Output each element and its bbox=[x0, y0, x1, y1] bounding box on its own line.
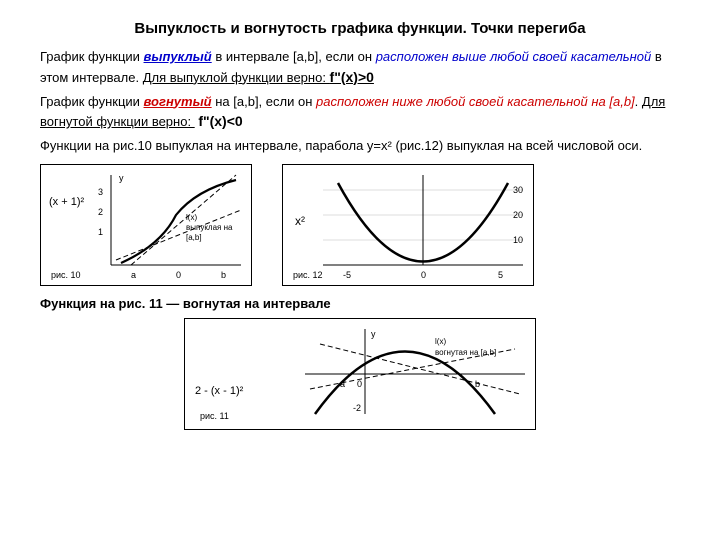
svg-text:1: 1 bbox=[98, 227, 103, 237]
paragraph-3: Функции на рис.10 выпуклая на интервале,… bbox=[40, 136, 680, 156]
p2-below: расположен ниже любой своей касательной … bbox=[316, 94, 609, 109]
svg-text:-5: -5 bbox=[343, 270, 351, 280]
paragraph-2: График функции вогнутый на [a,b], если о… bbox=[40, 92, 680, 133]
svg-text:0: 0 bbox=[421, 270, 426, 280]
svg-text:рис. 11: рис. 11 bbox=[200, 411, 229, 421]
chart-11-wrapper: y 0 -2 2 - (x - 1)² a b l(x) вогнутая на… bbox=[40, 318, 680, 433]
p2-end: . bbox=[635, 94, 642, 109]
chart-10: 3 2 1 y a 0 b (x + 1)² l(x) выпуклая на … bbox=[40, 164, 252, 286]
p1-rule: Для выпуклой функции верно: bbox=[143, 70, 330, 85]
svg-text:30: 30 bbox=[513, 185, 523, 195]
p2-prefix: График функции bbox=[40, 94, 144, 109]
svg-text:выпуклая на: выпуклая на bbox=[186, 223, 233, 232]
svg-text:y: y bbox=[371, 329, 376, 339]
p2-concave: вогнутый bbox=[144, 94, 212, 109]
p1-convex: выпуклый bbox=[144, 49, 212, 64]
paragraph-4: Функция на рис. 11 — вогнутая на интерва… bbox=[40, 294, 680, 314]
p1-prefix: График функции bbox=[40, 49, 144, 64]
p2-interval: [a,b] bbox=[609, 94, 634, 109]
chart-11: y 0 -2 2 - (x - 1)² a b l(x) вогнутая на… bbox=[184, 318, 536, 430]
svg-text:5: 5 bbox=[498, 270, 503, 280]
svg-text:l(x): l(x) bbox=[186, 213, 197, 222]
svg-text:-2: -2 bbox=[353, 403, 361, 413]
svg-text:x²: x² bbox=[295, 214, 305, 228]
page-title: Выпуклость и вогнутость графика функции.… bbox=[40, 20, 680, 37]
p2-formula: f"(x)<0 bbox=[198, 113, 242, 129]
svg-text:b: b bbox=[221, 270, 226, 280]
svg-text:(x + 1)²: (x + 1)² bbox=[49, 196, 84, 208]
svg-text:l(x): l(x) bbox=[435, 337, 446, 346]
svg-text:20: 20 bbox=[513, 210, 523, 220]
svg-text:2: 2 bbox=[98, 207, 103, 217]
p2-mid: на [a,b], если он bbox=[212, 94, 316, 109]
paragraph-1: График функции выпуклый в интервале [a,b… bbox=[40, 47, 680, 88]
svg-text:[a,b]: [a,b] bbox=[186, 233, 202, 242]
svg-text:b: b bbox=[475, 379, 480, 389]
svg-text:0: 0 bbox=[357, 379, 362, 389]
charts-row-top: 3 2 1 y a 0 b (x + 1)² l(x) выпуклая на … bbox=[40, 164, 680, 286]
svg-text:3: 3 bbox=[98, 187, 103, 197]
svg-text:вогнутая на [a,b]: вогнутая на [a,b] bbox=[435, 348, 496, 357]
p1-mid: в интервале [a,b], если он bbox=[212, 49, 376, 64]
svg-text:y: y bbox=[119, 173, 124, 183]
svg-text:0: 0 bbox=[176, 270, 181, 280]
chart-12: 30 20 10 -5 0 5 x² рис. 12 bbox=[282, 164, 534, 286]
p1-formula: f"(x)>0 bbox=[330, 69, 374, 85]
p1-above: расположен выше любой своей касательной bbox=[376, 49, 652, 64]
svg-text:a: a bbox=[340, 379, 345, 389]
svg-text:10: 10 bbox=[513, 235, 523, 245]
svg-text:рис. 12: рис. 12 bbox=[293, 270, 323, 280]
svg-text:2 - (x - 1)²: 2 - (x - 1)² bbox=[195, 385, 244, 397]
svg-text:рис. 10: рис. 10 bbox=[51, 270, 81, 280]
svg-text:a: a bbox=[131, 270, 136, 280]
